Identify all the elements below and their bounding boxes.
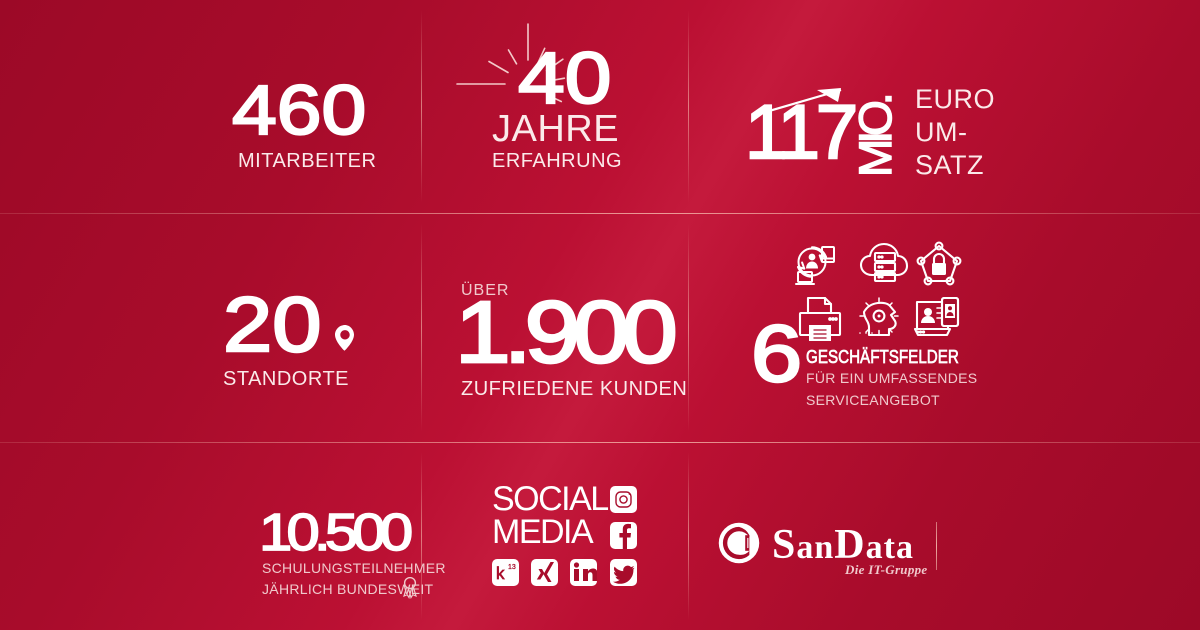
svg-text:k: k [496, 564, 506, 583]
svg-text:13: 13 [508, 563, 516, 571]
